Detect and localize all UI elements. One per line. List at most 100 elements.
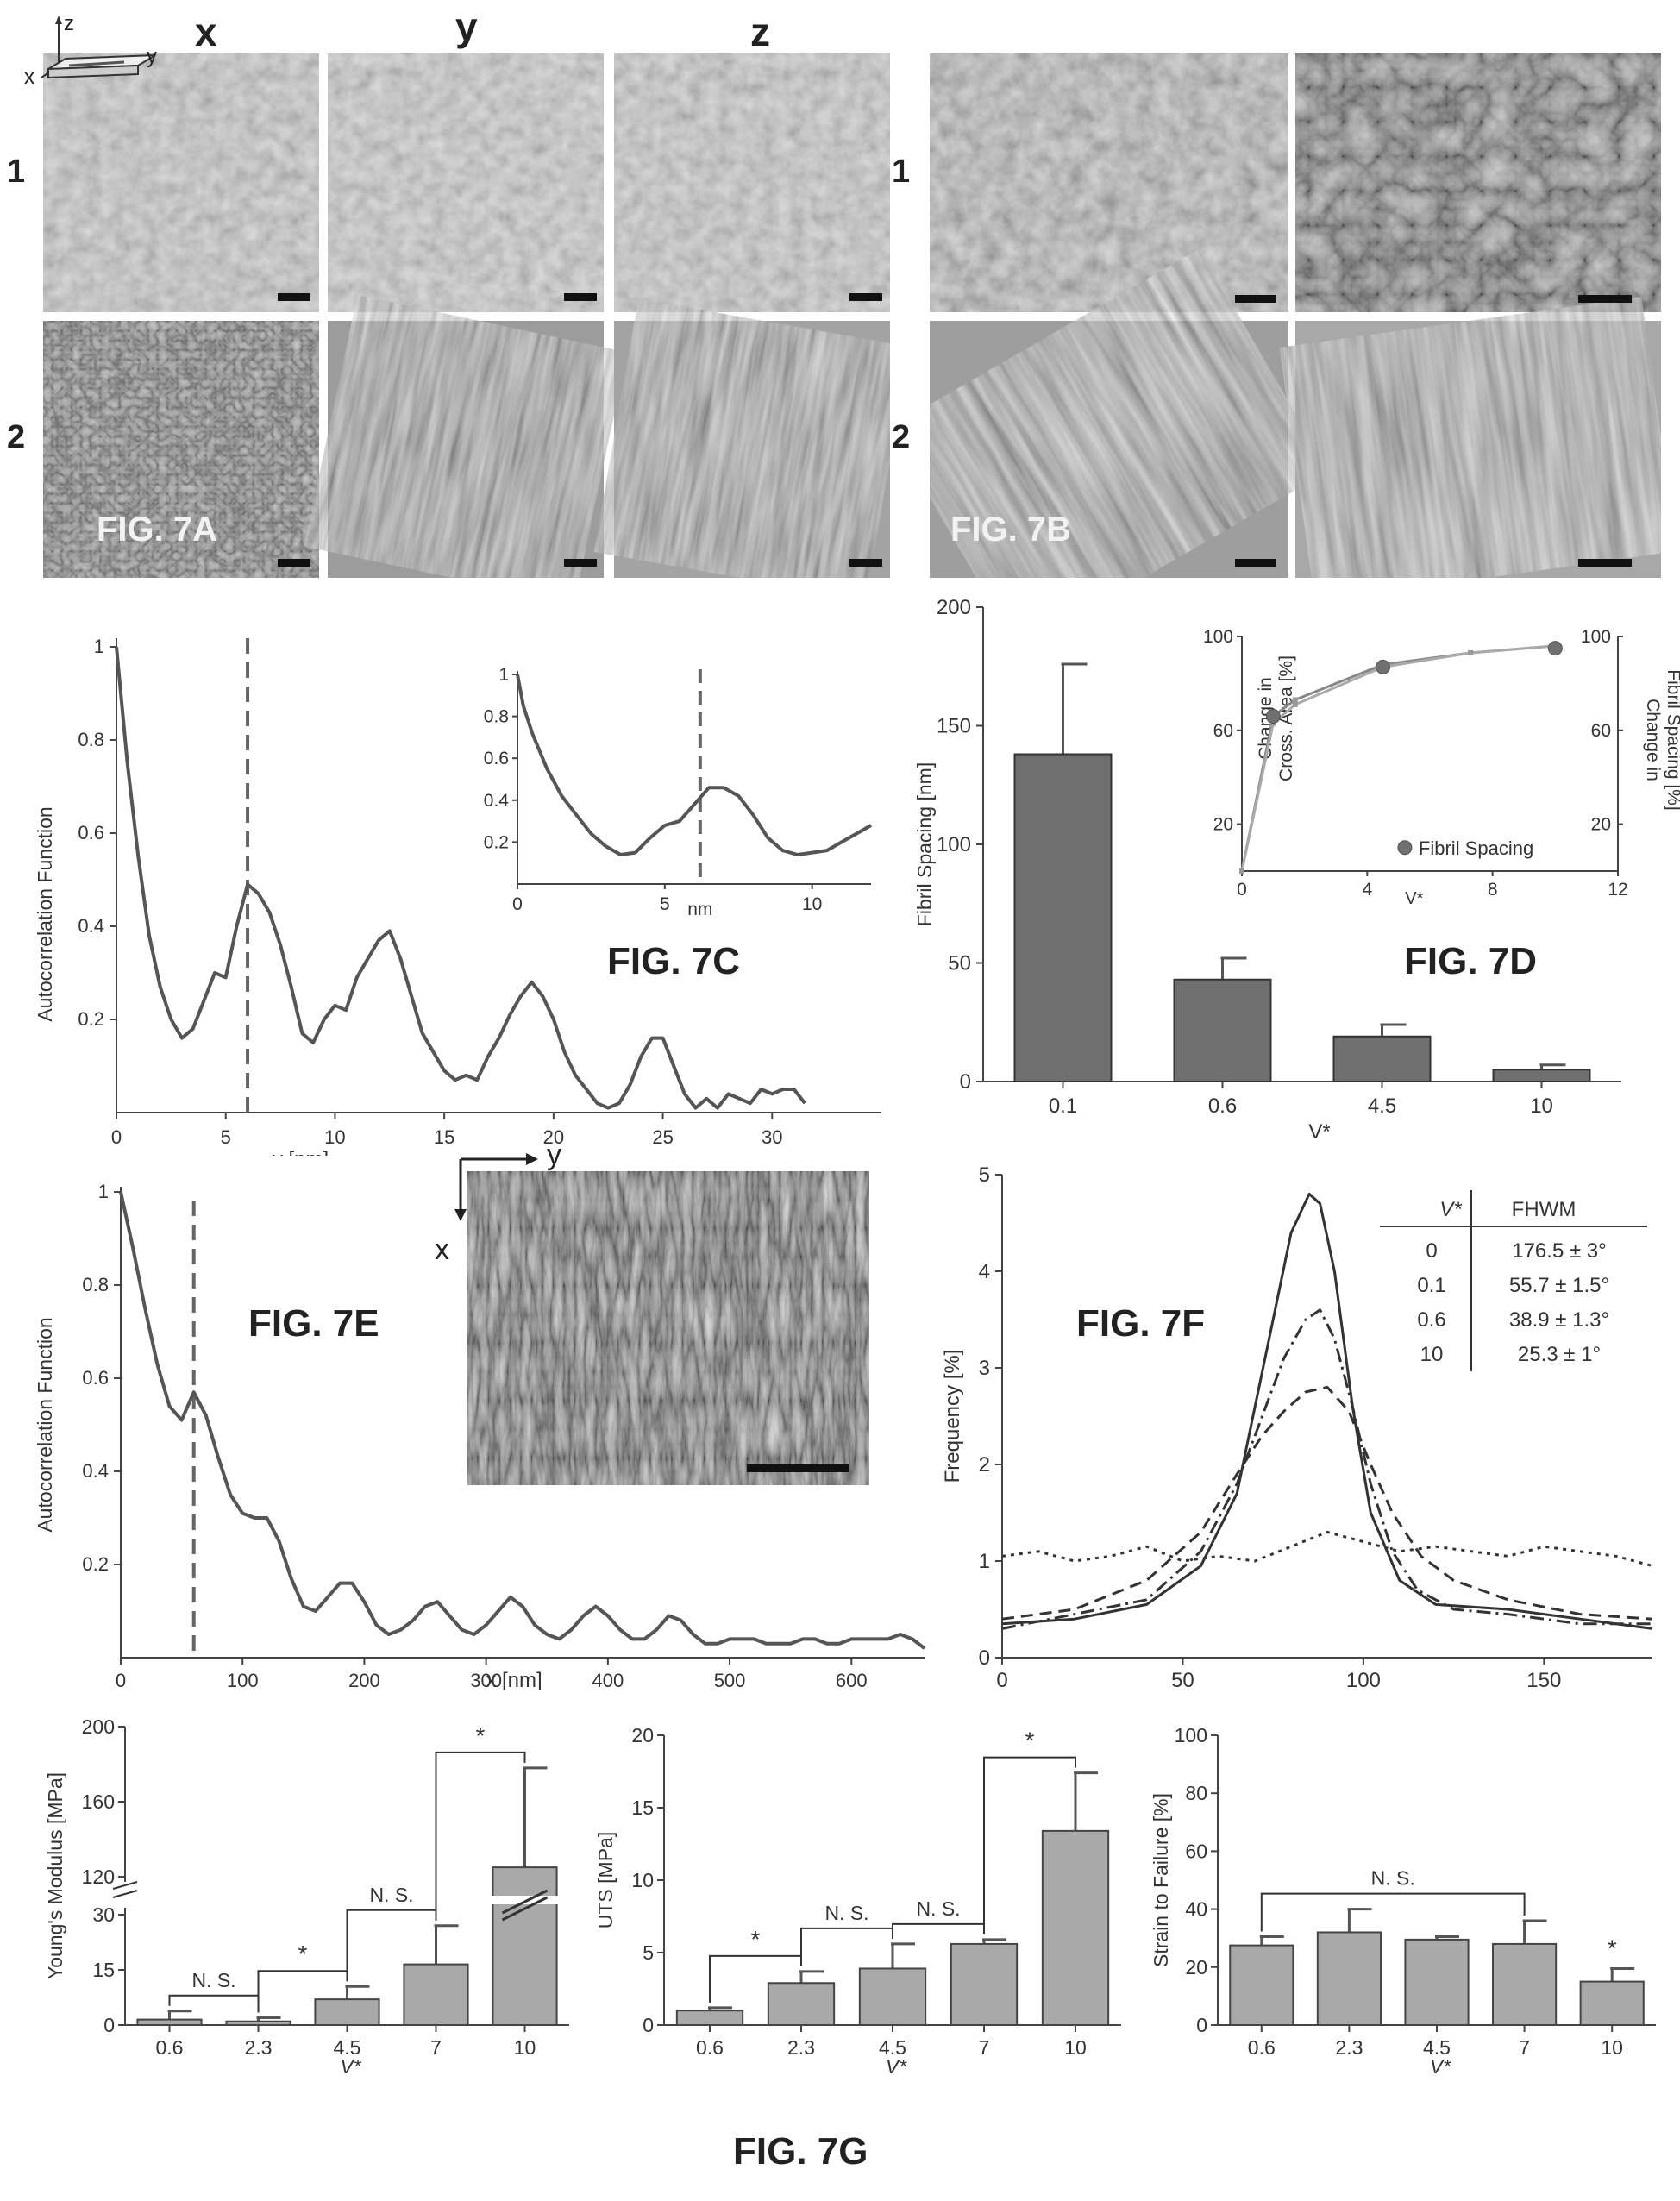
fig7g-strain-x-tick-label: 10 — [1601, 2036, 1623, 2059]
fig7g-uts-x-tick-label: 2.3 — [787, 2036, 815, 2059]
fig7c-inset-y-tick-label: 0.8 — [484, 707, 509, 727]
fig7f-table-cell-fhwm: 38.9 ± 1.3° — [1509, 1308, 1609, 1332]
fig7b-tile-2a — [930, 248, 1329, 578]
fig7d-inset-y-tick-label: 60 — [1213, 721, 1233, 741]
fig7e-chart: 0.2 0.4 0.6 0.8 1 0 100 200 300 400 500 600 x [nm] Au… — [34, 1181, 926, 1690]
fig7c-inset-y-tick-label: 0.2 — [484, 832, 509, 852]
fig7a-scale-bar — [278, 559, 310, 567]
fig7a-micrographs — [43, 53, 890, 578]
fig7a-axis-z-label: z — [64, 12, 74, 35]
fig7f-table-cell-vstar: 0.6 — [1417, 1308, 1445, 1332]
fig7c-y-tick-label: 0.6 — [78, 822, 104, 843]
fig7g-uts-bar — [675, 2010, 744, 2027]
fig7d-inset-bg — [1242, 636, 1618, 871]
fig7d-inset-marker — [1547, 641, 1563, 656]
fig7g-modulus-significance-label: N. S. — [191, 1969, 235, 1991]
fig7c-y-tick-label: 0.2 — [78, 1008, 104, 1030]
fig7g-uts-bar — [1041, 1829, 1110, 2026]
fig7c-x-tick-label: 10 — [324, 1126, 345, 1148]
fig7d-inset-x-tick-label: 12 — [1608, 880, 1627, 900]
fig7c-inset-x-axis-label: nm — [687, 900, 712, 919]
fig7g-strain-x-tick-label: 0.6 — [1248, 2036, 1276, 2059]
fig7g-modulus-y-tick-label: 0 — [103, 2014, 115, 2036]
fig7g-modulus-x-tick-label: 7 — [430, 2036, 442, 2059]
fig7g-strain-bar — [1316, 1931, 1382, 2027]
fig7g-strain-significance-bracket — [1260, 1892, 1526, 1932]
fig7a-col-label-x: x — [195, 9, 217, 54]
fig7g-modulus-x-tick-label: 10 — [514, 2036, 536, 2059]
fig7d-bar — [1332, 1035, 1432, 1082]
fig7g-strain-bar — [1404, 1938, 1470, 2027]
fig7g-uts-y-axis-label: UTS [MPa] — [594, 1832, 617, 1928]
fig7d-inset-point — [1292, 697, 1298, 703]
fig7f-x-tick-label: 100 — [1346, 1669, 1381, 1690]
fig7f-y-tick-label: 2 — [979, 1453, 990, 1477]
fig7a-scale-bar — [278, 293, 310, 301]
fig7c-x-tick-label: 15 — [434, 1126, 454, 1148]
fig7d-y-tick-label: 200 — [937, 596, 971, 619]
fig7g-modulus-bar — [314, 1998, 380, 2026]
fig7a-col-label-z: z — [750, 9, 770, 54]
fig7d-inset-marker — [1265, 708, 1281, 724]
fig7g-strain-y-tick-label: 0 — [1196, 2014, 1207, 2036]
fig7b-row-label-1: 1 — [892, 154, 911, 190]
fig7f-series-solid — [1001, 1192, 1653, 1630]
fig7e-x-tick-label: 400 — [592, 1670, 624, 1690]
fig7g-modulus-bar-break-mark — [501, 1889, 549, 1915]
fig7f-series-dashdot — [1001, 1308, 1652, 1630]
fig7c-y-tick-label: 0.4 — [78, 915, 104, 937]
fig7g-modulus-bar-break-mark — [501, 1896, 549, 1922]
fig7a-scale-bar — [564, 559, 597, 567]
fig7d-x-tick-label: 10 — [1530, 1094, 1553, 1118]
fig7f-y-tick-label: 5 — [979, 1163, 990, 1187]
fig7g-uts-significance-bracket — [983, 1756, 1076, 1934]
fig7c-y-tick-label: 1 — [94, 636, 104, 657]
fig7a-tile-2x — [43, 321, 319, 578]
fig7g-uts-significance-bracket — [892, 1922, 985, 1939]
fig7d-inset-y-tick-label-right: 60 — [1591, 721, 1611, 741]
fig7g-strain-y-tick-label: 80 — [1185, 1782, 1207, 1804]
fig7f-table-cell-vstar: 0 — [1426, 1239, 1437, 1263]
fig7d-y-tick-label: 0 — [960, 1070, 971, 1094]
fig7e-inset-axes — [454, 1153, 538, 1221]
fig7e-inset-axis-x: x — [435, 1233, 449, 1266]
fig7a-tile-1x — [43, 53, 319, 312]
fig7a-axis-glyph — [41, 16, 156, 79]
fig7g-strain-x-axis-label: V* — [1430, 2055, 1451, 2078]
fig7e-y-tick-label: 0.8 — [82, 1274, 109, 1295]
fig7e-label: FIG. 7E — [248, 1302, 379, 1345]
fig7g-uts-significance-label: N. S. — [824, 1902, 868, 1924]
fig7c-inset-x-tick-label: 5 — [660, 894, 670, 914]
fig7d-y-axis-label: Fibril Spacing [nm] — [913, 762, 936, 926]
fig7f-y-tick-label: 3 — [979, 1357, 990, 1380]
fig7f-y-tick-label: 4 — [979, 1260, 990, 1283]
fig7a-row-label-2: 2 — [7, 419, 26, 455]
fig7d-inset-legend-marker — [1397, 840, 1413, 856]
fig7e-y-axis-label: Autocorrelation Function — [34, 1317, 56, 1532]
fig7g-modulus-x-tick-label: 0.6 — [156, 2036, 184, 2059]
fig7g-modulus-y-tick-label: 30 — [92, 1903, 115, 1926]
fig7a-row-label-1: 1 — [7, 154, 26, 190]
fig7f-table-cell-fhwm: 55.7 ± 1.5° — [1509, 1274, 1609, 1297]
fig7g-uts-significance-label: N. S. — [916, 1897, 960, 1920]
fig7b-scale-bar — [1578, 295, 1632, 303]
fig7b-micrographs — [930, 53, 1661, 578]
fig7g-modulus-y-tick-label: 200 — [82, 1715, 115, 1738]
fig7d-bar — [1013, 753, 1113, 1082]
fig7f-series-dotted — [1001, 1530, 1653, 1568]
fig7d-inset-point — [1468, 650, 1474, 656]
fig7g-modulus-x-tick-label: 2.3 — [245, 2036, 273, 2059]
fig7f-table-cell-fhwm: 25.3 ± 1° — [1518, 1343, 1601, 1366]
fig7a-axis-x-label: x — [24, 66, 34, 89]
fig7f-series-dashed — [1001, 1385, 1653, 1621]
fig7g-strain-significance-label: N. S. — [1371, 1867, 1415, 1890]
fig7e-x-tick-label: 100 — [227, 1670, 259, 1690]
fig7f-table-header-vstar: V* — [1439, 1198, 1462, 1221]
fig7e-sem-image — [467, 1171, 869, 1485]
fig7g-uts-y-tick-label: 20 — [631, 1724, 654, 1746]
fig7d-inset-y-tick-label: 100 — [1203, 627, 1233, 647]
fig7f-table-header-fhwm: FHWM — [1512, 1198, 1577, 1221]
fig7d-inset-x-tick-label: 4 — [1362, 880, 1372, 900]
fig7f-y-tick-label: 1 — [979, 1550, 990, 1573]
